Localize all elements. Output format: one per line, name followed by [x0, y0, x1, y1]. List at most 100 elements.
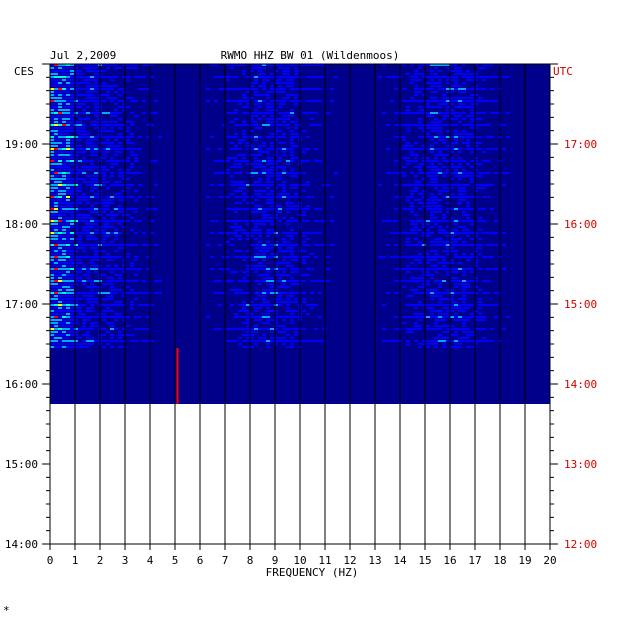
spectrogram-cell — [266, 217, 270, 219]
spectrogram-cell — [82, 79, 86, 81]
spectrogram-cell — [446, 97, 450, 99]
spectrogram-cell — [102, 334, 106, 336]
spectrogram-cell — [222, 268, 226, 270]
spectrogram-cell — [54, 94, 58, 96]
spectrogram-cell — [290, 136, 294, 138]
spectrogram-cell — [242, 130, 246, 132]
spectrogram-cell — [50, 190, 54, 192]
spectrogram-cell — [494, 244, 498, 246]
spectrogram-cell — [226, 340, 230, 342]
spectrogram-cell — [418, 136, 422, 138]
spectrogram-cell — [450, 268, 454, 270]
spectrogram-cell — [474, 190, 478, 192]
spectrogram-cell — [290, 172, 294, 174]
spectrogram-cell — [258, 154, 262, 156]
spectrogram-cell — [454, 292, 458, 294]
spectrogram-cell — [474, 142, 478, 144]
spectrogram-cell — [90, 310, 94, 312]
spectrogram-cell — [82, 172, 86, 174]
spectrogram-cell — [218, 292, 222, 294]
spectrogram-cell — [62, 202, 66, 204]
spectrogram-cell — [250, 70, 254, 72]
spectrogram-cell — [62, 319, 66, 321]
spectrogram-cell — [450, 100, 454, 102]
spectrogram-cell — [130, 100, 134, 102]
spectrogram-cell — [254, 229, 258, 231]
spectrogram-cell — [246, 100, 250, 102]
spectrogram-cell — [254, 172, 258, 174]
spectrogram-cell — [286, 334, 290, 336]
spectrogram-cell — [434, 85, 438, 87]
spectrogram-cell — [66, 145, 70, 147]
spectrogram-cell — [394, 124, 398, 126]
spectrogram-cell — [254, 343, 258, 345]
spectrogram-cell — [250, 232, 254, 234]
spectrogram-cell — [486, 76, 490, 78]
spectrogram-cell — [266, 220, 270, 222]
spectrogram-cell — [234, 181, 238, 183]
spectrogram-cell — [246, 274, 250, 276]
spectrogram-cell — [66, 64, 70, 66]
spectrogram-cell — [482, 187, 486, 189]
spectrogram-cell — [502, 268, 506, 270]
spectrogram-cell — [474, 256, 478, 258]
spectrogram-cell — [430, 250, 434, 252]
spectrogram-cell — [110, 214, 114, 216]
spectrogram-cell — [234, 271, 238, 273]
spectrogram-cell — [242, 88, 246, 90]
spectrogram-cell — [66, 271, 70, 273]
spectrogram-cell — [50, 277, 54, 279]
spectrogram-cell — [306, 160, 310, 162]
spectrogram-cell — [478, 100, 482, 102]
spectrogram-cell — [82, 124, 86, 126]
spectrogram-cell — [282, 196, 286, 198]
spectrogram-cell — [66, 76, 70, 78]
spectrogram-cell — [82, 118, 86, 120]
spectrogram-cell — [262, 169, 266, 171]
spectrogram-cell — [282, 274, 286, 276]
spectrogram-cell — [106, 307, 110, 309]
spectrogram-cell — [70, 178, 74, 180]
spectrogram-cell — [58, 316, 62, 318]
spectrogram-cell — [306, 100, 310, 102]
spectrogram-cell — [422, 190, 426, 192]
spectrogram-cell — [94, 253, 98, 255]
spectrogram-cell — [50, 253, 54, 255]
spectrogram-cell — [402, 88, 406, 90]
spectrogram-cell — [86, 307, 90, 309]
spectrogram-cell — [442, 112, 446, 114]
spectrogram-cell — [210, 268, 214, 270]
spectrogram-cell — [74, 106, 78, 108]
spectrogram-cell — [254, 340, 258, 342]
spectrogram-cell — [442, 187, 446, 189]
spectrogram-cell — [82, 193, 86, 195]
spectrogram-cell — [242, 208, 246, 210]
spectrogram-cell — [434, 148, 438, 150]
spectrogram-cell — [430, 214, 434, 216]
spectrogram-cell — [466, 124, 470, 126]
spectrogram-cell — [414, 112, 418, 114]
spectrogram-cell — [270, 73, 274, 75]
spectrogram-cell — [62, 121, 66, 123]
spectrogram-cell — [102, 328, 106, 330]
spectrogram-cell — [242, 94, 246, 96]
spectrogram-cell — [434, 202, 438, 204]
spectrogram-cell — [90, 136, 94, 138]
spectrogram-cell — [82, 313, 86, 315]
spectrogram-cell — [442, 331, 446, 333]
spectrogram-cell — [282, 70, 286, 72]
spectrogram-cell — [58, 301, 62, 303]
spectrogram-cell — [262, 88, 266, 90]
spectrogram-cell — [474, 85, 478, 87]
spectrogram-cell — [394, 88, 398, 90]
spectrogram-cell — [318, 64, 322, 66]
spectrogram-cell — [54, 157, 58, 159]
spectrogram-cell — [110, 280, 114, 282]
spectrogram-cell — [54, 139, 58, 141]
spectrogram-cell — [126, 325, 130, 327]
spectrogram-cell — [94, 136, 98, 138]
spectrogram-cell — [58, 232, 62, 234]
spectrogram-cell — [330, 88, 334, 90]
right-tick-label: 17:00 — [564, 138, 597, 151]
spectrogram-cell — [150, 220, 154, 222]
